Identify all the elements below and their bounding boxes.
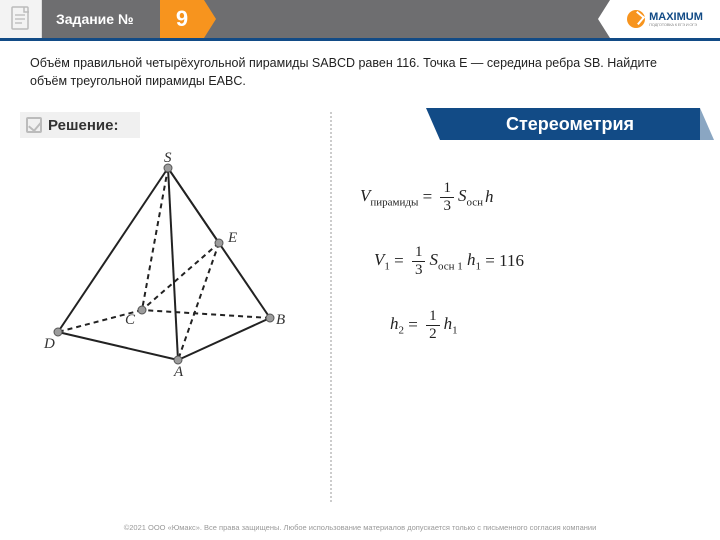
brand-logo: MAXIMUM ПОДГОТОВКА К ЕГЭ И ОГЭ — [610, 0, 720, 38]
solution-label: Решение: — [20, 112, 140, 138]
vertex-label-D: D — [44, 336, 55, 353]
formula-1: Vпирамиды = 13 Sосн h — [360, 180, 680, 214]
formulas: Vпирамиды = 13 Sосн h V1 = 13 Sосн 1 h1 … — [360, 180, 680, 372]
pyramid-figure: SABCDE — [40, 160, 300, 380]
vertex-label-A: A — [174, 364, 183, 381]
brand-icon — [627, 10, 645, 28]
problem-statement: Объём правильной четырёхугольной пирамид… — [30, 54, 690, 90]
check-icon — [26, 117, 42, 133]
formula-3: h2 = 12 h1 — [360, 308, 680, 342]
vertex-label-B: B — [276, 312, 285, 329]
vertex-label-S: S — [164, 150, 172, 167]
header-underline — [0, 38, 720, 41]
task-label-text: Задание № — [56, 11, 134, 27]
doc-icon — [0, 0, 42, 38]
vertex-label-C: C — [125, 312, 135, 329]
vertex-label-E: E — [228, 230, 237, 247]
task-number-text: 9 — [176, 6, 188, 32]
solution-label-text: Решение: — [48, 117, 118, 134]
header: Задание № 9 MAXIMUM ПОДГОТОВКА К ЕГЭ И О… — [0, 0, 720, 38]
vertical-divider — [330, 112, 332, 502]
brand-text: MAXIMUM ПОДГОТОВКА К ЕГЭ И ОГЭ — [649, 12, 703, 27]
topic-banner: Стереометрия — [440, 108, 700, 140]
topic-text: Стереометрия — [506, 114, 634, 135]
footer-copyright: ©2021 ООО «Юмакс». Все права защищены. Л… — [0, 523, 720, 532]
task-label: Задание № — [42, 0, 148, 38]
task-number: 9 — [160, 0, 204, 38]
formula-2: V1 = 13 Sосн 1 h1 = 116 — [360, 244, 680, 278]
